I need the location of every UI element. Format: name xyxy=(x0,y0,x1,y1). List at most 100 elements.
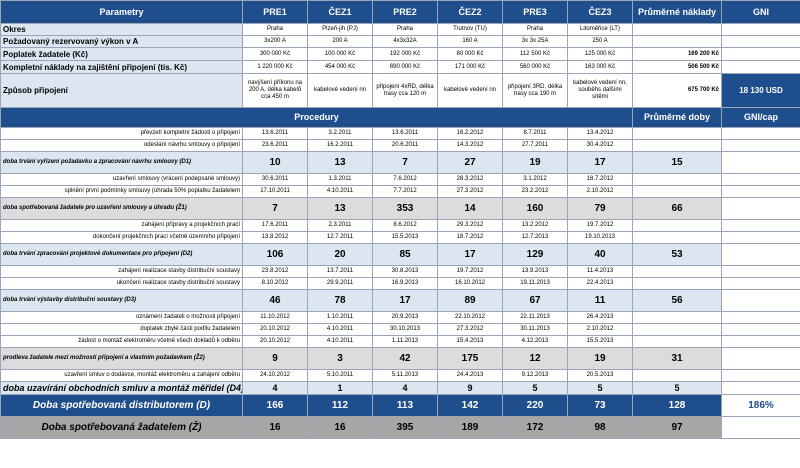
row-value: 27.7.2011 xyxy=(502,139,568,152)
param-label: Kompletní náklady na zajištění připojení… xyxy=(0,60,243,74)
row-label: odeslání návrhu smlouvy o připojení xyxy=(0,139,243,152)
row-value: 8.6.2012 xyxy=(372,219,438,232)
param-value: 3x200 A xyxy=(242,35,308,48)
row-label: doba uzavírání obchodních smluv a montáž… xyxy=(0,381,243,395)
row-value: 5.11.2013 xyxy=(372,369,438,382)
row-value: 113 xyxy=(372,394,438,417)
row-value: 24.4.2013 xyxy=(437,369,503,382)
row-avg xyxy=(632,311,722,324)
procedures-header-row: Procedury Průměrné doby GNI/cap xyxy=(0,107,800,128)
row-value: 160 xyxy=(502,197,568,220)
row-value: 85 xyxy=(372,243,438,266)
row-label: dokončení projekčních prací včetně územn… xyxy=(0,231,243,244)
row-value: 1.11.2013 xyxy=(372,335,438,348)
row-label: Doba spotřebovaná distributorem (D) xyxy=(0,394,243,417)
param-value: 171 000 Kč xyxy=(437,60,503,74)
param-value: připojení 4xRD, délka trasy cca 120 m xyxy=(372,73,438,108)
row-value: 14 xyxy=(437,197,503,220)
row-value: 3.1.2012 xyxy=(502,173,568,186)
row-label: uzavření smluv o dodávce, montáž elektro… xyxy=(0,369,243,382)
row-value: 17 xyxy=(372,289,438,312)
total-row: Doba spotřebovaná distributorem (D) 166 11… xyxy=(0,394,800,417)
row-value: 13.4.2012 xyxy=(567,127,633,140)
row-value: 16.9.2013 xyxy=(372,277,438,290)
row-avg: 128 xyxy=(632,394,722,417)
row-value: 16 xyxy=(242,416,308,439)
row-gni xyxy=(721,151,800,174)
row-value: 13.7.2011 xyxy=(307,265,373,278)
row-label: žádost o montáž elektroměru včetně všech… xyxy=(0,335,243,348)
row-value: 17.6.2011 xyxy=(242,219,308,232)
row-avg xyxy=(632,231,722,244)
row-value: 13.9.2013 xyxy=(502,265,568,278)
row-value: 353 xyxy=(372,197,438,220)
duration-row: doba spotřebovaná žadatele pro uzavření … xyxy=(0,197,800,220)
row-value: 9 xyxy=(242,347,308,370)
row-value: 46 xyxy=(242,289,308,312)
row-avg xyxy=(632,277,722,290)
row-value: 16.2.2012 xyxy=(437,127,503,140)
row-value: 11.10.2012 xyxy=(242,311,308,324)
param-value: 250 A xyxy=(567,35,633,48)
row-value: 106 xyxy=(242,243,308,266)
duration-row: doba trvání výstavby distribuční soustav… xyxy=(0,289,800,312)
row-avg xyxy=(632,265,722,278)
row-label: doba trvání zpracování projektové dokume… xyxy=(0,243,243,266)
row-value: 27 xyxy=(437,151,503,174)
row-value: 175 xyxy=(437,347,503,370)
row-value: 2.10.2012 xyxy=(567,185,633,198)
row-avg: 97 xyxy=(632,416,722,439)
date-row: uzavření smluv o dodávce, montáž elektro… xyxy=(0,369,800,382)
row-label: doba trvání vyřízení požadavku a zpracov… xyxy=(0,151,243,174)
row-value: 129 xyxy=(502,243,568,266)
row-avg: 15 xyxy=(632,151,722,174)
row-gni xyxy=(721,311,800,324)
row-value: 3.2.2011 xyxy=(307,127,373,140)
row-value: 13.6.2011 xyxy=(242,127,308,140)
row-value: 20.5.2013 xyxy=(567,369,633,382)
row-value: 11.4.2013 xyxy=(567,265,633,278)
row-gni xyxy=(721,347,800,370)
row-value: 395 xyxy=(372,416,438,439)
row-gni xyxy=(721,335,800,348)
row-value: 17.10.2011 xyxy=(242,185,308,198)
row-value: 16 xyxy=(307,416,373,439)
row-gni xyxy=(721,219,800,232)
row-gni xyxy=(721,381,800,395)
row-avg: 53 xyxy=(632,243,722,266)
row-value: 1.3.2011 xyxy=(307,173,373,186)
row-gni xyxy=(721,289,800,312)
param-gni xyxy=(721,60,800,74)
row-value: 42 xyxy=(372,347,438,370)
row-value: 13.6.2011 xyxy=(372,127,438,140)
param-label: Poplatek žadatele (Kč) xyxy=(0,47,243,61)
row-value: 19.11.2013 xyxy=(502,277,568,290)
total-row: Doba spotřebovaná žadatelem (Ž) 16 16 395 18… xyxy=(0,416,800,439)
row-value: 24.10.2012 xyxy=(242,369,308,382)
row-gni xyxy=(721,173,800,186)
row-avg xyxy=(632,127,722,140)
row-avg: 5 xyxy=(632,381,722,395)
row-value: 22.10.2012 xyxy=(437,311,503,324)
row-value: 20.9.2013 xyxy=(372,311,438,324)
header-column: ČEZ1 xyxy=(307,0,373,24)
row-value: 12.7.2011 xyxy=(307,231,373,244)
procedures-label: Procedury xyxy=(0,107,633,128)
param-value: 125 000 Kč xyxy=(567,47,633,61)
row-value: 220 xyxy=(502,394,568,417)
row-value: 9.12.2013 xyxy=(502,369,568,382)
row-label: doplatek zbylé části podílu žadatelem xyxy=(0,323,243,336)
param-value: kabelové vedení nn xyxy=(307,73,373,108)
row-value: 4 xyxy=(242,381,308,395)
param-value: 163 000 Kč xyxy=(567,60,633,74)
row-gni xyxy=(721,243,800,266)
param-avg: 506 500 Kč xyxy=(632,60,722,74)
row-value: 7 xyxy=(372,151,438,174)
param-value: 3x 3x 25A xyxy=(502,35,568,48)
row-value: 18.7.2012 xyxy=(437,231,503,244)
row-gni xyxy=(721,231,800,244)
row-value: 28.3.2012 xyxy=(437,173,503,186)
row-gni xyxy=(721,323,800,336)
row-value: 4.10.2011 xyxy=(307,323,373,336)
date-row: odeslání návrhu smlouvy o připojení 23.6.… xyxy=(0,139,800,152)
